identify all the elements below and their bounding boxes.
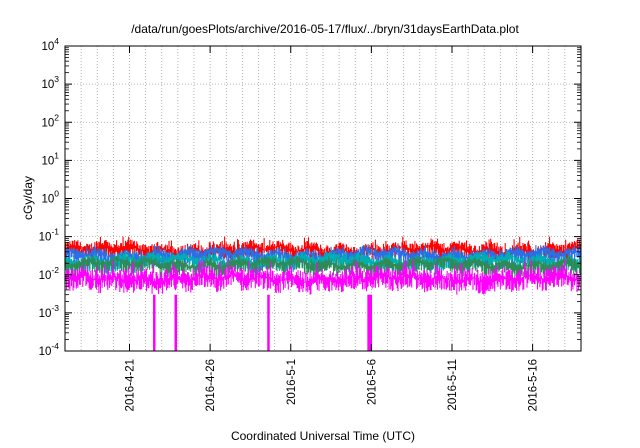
y-tick-label: 101: [41, 150, 59, 167]
x-axis-label: Coordinated Universal Time (UTC): [231, 429, 415, 443]
x-tick-label: 2016-4-26: [205, 359, 217, 411]
x-tick-label: 2016-5-11: [447, 359, 459, 411]
y-tick-label: 10-2: [39, 265, 60, 282]
y-tick-label: 10-4: [39, 341, 60, 358]
y-tick-label: 10-1: [39, 227, 60, 244]
y-tick-label: 10-3: [39, 303, 60, 320]
dropout-bar: [174, 294, 178, 351]
dropout-bar: [367, 294, 373, 351]
x-tick-label: 2016-5-6: [366, 359, 378, 405]
x-axis: 2016-4-21 2016-4-26 2016-5-1 2016-5-6 2016-5…: [125, 46, 540, 411]
dropout-bar: [267, 294, 270, 351]
y-axis: 10-4 10-3 10-2 10-1 100 101 102 103 104: [39, 36, 581, 358]
dropout-bar: [153, 294, 156, 351]
x-tick-label: 2016-4-21: [125, 359, 137, 411]
y-axis-label: cGy/day: [21, 176, 35, 220]
plot-area: [64, 236, 582, 351]
y-tick-label: 102: [41, 112, 59, 129]
chart-title: /data/run/goesPlots/archive/2016-05-17/f…: [131, 22, 519, 36]
x-tick-label: 2016-5-1: [286, 359, 298, 405]
y-tick-label: 103: [41, 74, 59, 91]
y-tick-label: 100: [41, 189, 59, 206]
y-tick-label: 104: [41, 36, 59, 53]
grid-lines: [65, 46, 581, 351]
x-tick-label: 2016-5-16: [528, 359, 540, 411]
